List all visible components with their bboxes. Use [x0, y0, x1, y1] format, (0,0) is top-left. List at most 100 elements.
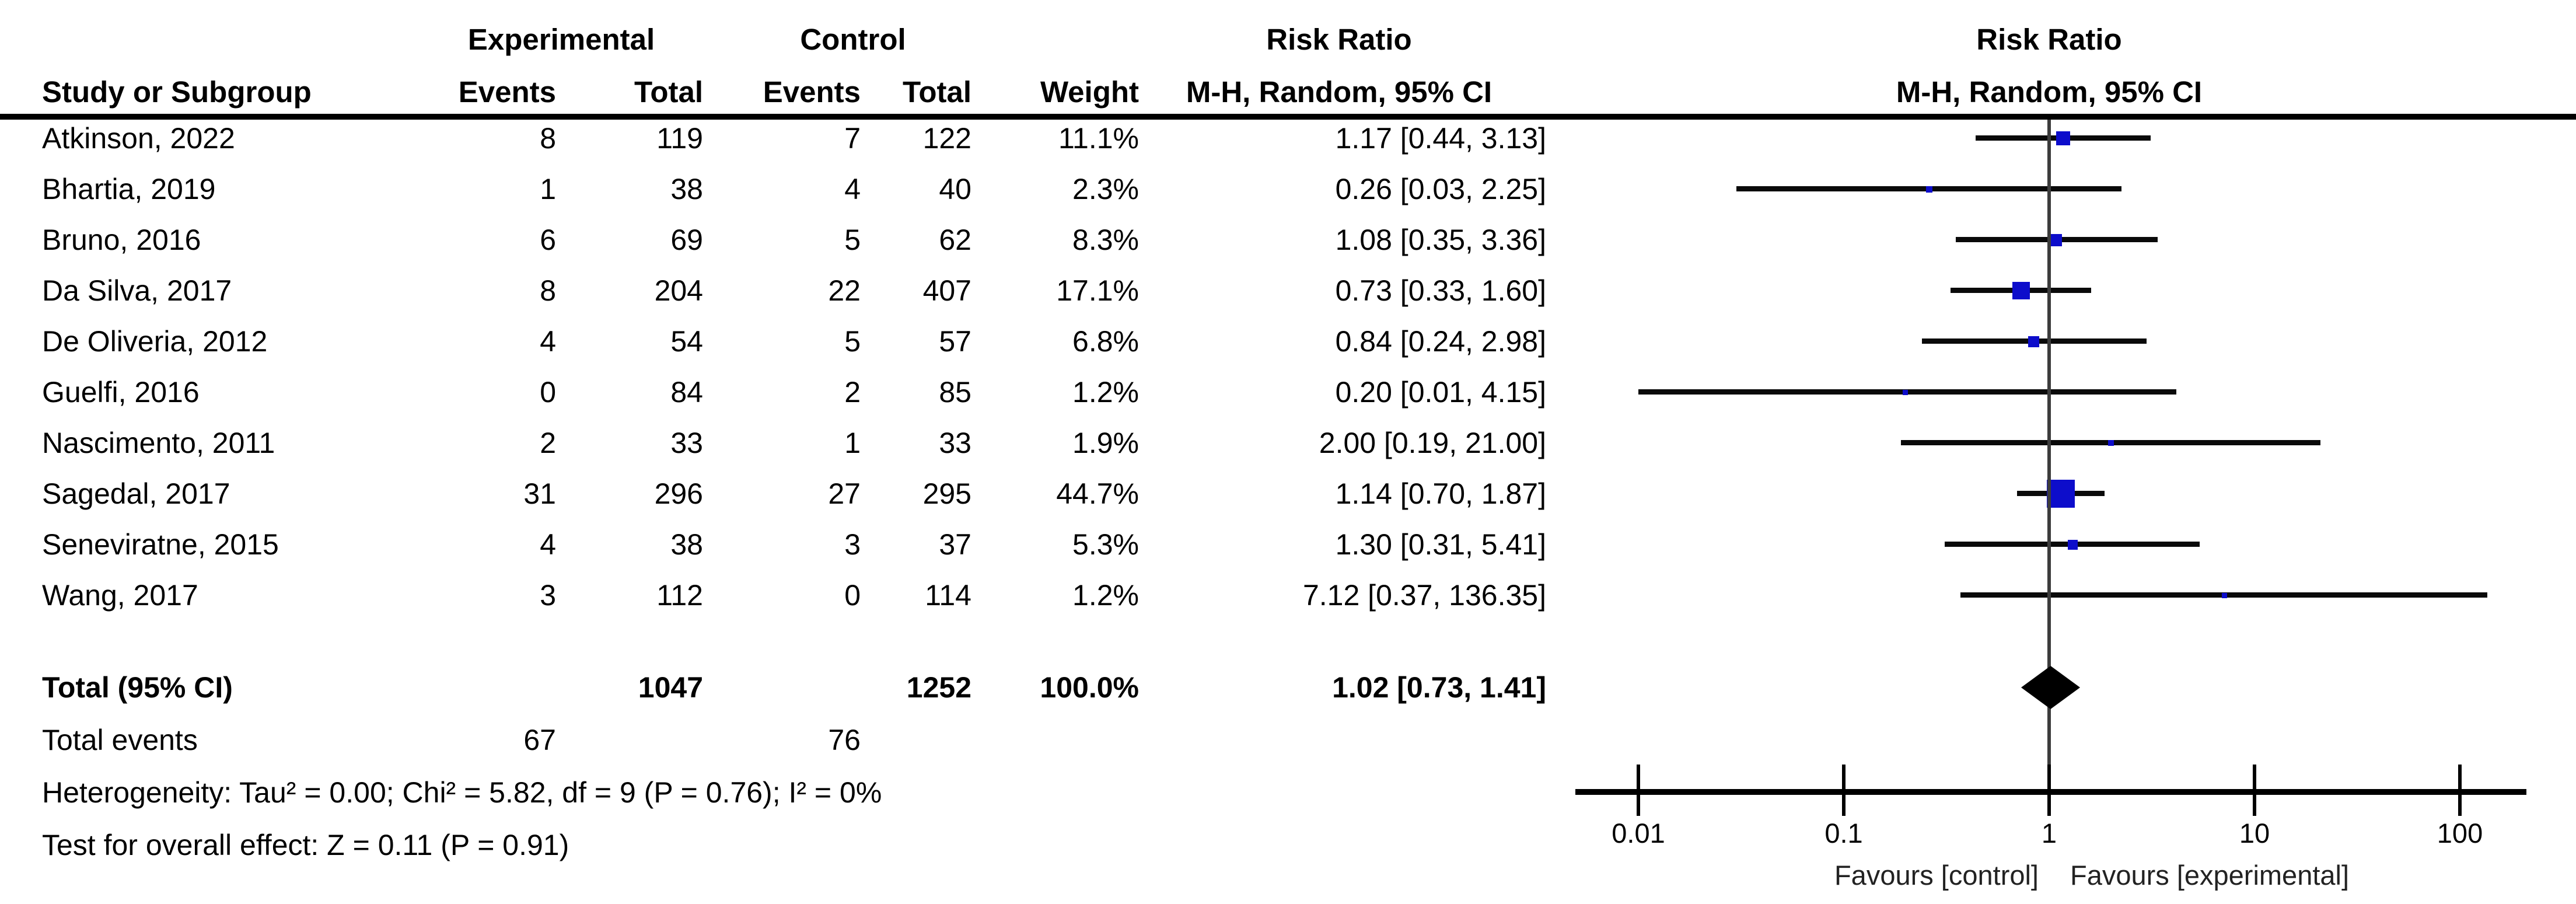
cell-total-experimental: 69 — [670, 224, 703, 256]
axis-tick-label: 0.01 — [1612, 818, 1665, 849]
cell-events-experimental: 2 — [540, 427, 556, 459]
cell-events-experimental: 8 — [540, 122, 556, 155]
cell-total-control: 114 — [925, 579, 971, 612]
cell-risk-ratio-ci: 0.20 [0.01, 4.15] — [1335, 376, 1546, 409]
cell-weight: 44.7% — [1056, 477, 1139, 510]
axis-tick — [1637, 765, 1640, 816]
effect-marker — [2028, 336, 2039, 347]
cell-risk-ratio-ci: 0.26 [0.03, 2.25] — [1335, 173, 1546, 205]
cell-weight: 1.2% — [1072, 579, 1139, 612]
header-rule — [0, 114, 2576, 120]
column-header-mh-random-text: M-H, Random, 95% CI — [1186, 75, 1493, 109]
cell-total-experimental: 54 — [670, 325, 703, 358]
cell-events-experimental: 8 — [540, 274, 556, 307]
cell-events-control: 22 — [828, 274, 861, 307]
cell-events-experimental: 0 — [540, 376, 556, 409]
x-axis-line — [1575, 789, 2526, 795]
axis-tick — [2253, 765, 2256, 816]
group-header-control: Control — [800, 23, 906, 56]
effect-marker — [2068, 540, 2078, 550]
study-name: Atkinson, 2022 — [42, 122, 235, 155]
cell-events-experimental: 4 — [540, 325, 556, 358]
cell-total-control: 407 — [922, 274, 971, 307]
study-name: Nascimento, 2011 — [42, 427, 275, 459]
effect-marker — [1926, 186, 1932, 193]
study-name: Da Silva, 2017 — [42, 274, 232, 307]
cell-total-experimental: 112 — [656, 579, 703, 612]
axis-tick-label: 10 — [2239, 818, 2270, 849]
null-effect-line — [2047, 120, 2051, 815]
cell-weight: 2.3% — [1072, 173, 1139, 205]
cell-events-control: 0 — [844, 579, 861, 612]
study-name: Seneviratne, 2015 — [42, 528, 279, 561]
study-name: Bruno, 2016 — [42, 224, 201, 256]
column-header-study: Study or Subgroup — [42, 75, 312, 109]
axis-tick-label: 100 — [2437, 818, 2483, 849]
cell-events-control: 4 — [844, 173, 861, 205]
total-row-label: Total (95% CI) — [42, 671, 233, 704]
cell-total-experimental: 84 — [670, 376, 703, 409]
cell-total-experimental: 296 — [654, 477, 703, 510]
group-header-risk-ratio-text: Risk Ratio — [1266, 23, 1412, 56]
effect-marker — [1903, 390, 1908, 395]
cell-total-control: 33 — [939, 427, 971, 459]
overall-effect-text: Test for overall effect: Z = 0.11 (P = 0… — [42, 829, 569, 861]
favours-left-label: Favours [control] — [1834, 860, 2039, 891]
effect-marker — [2222, 593, 2227, 598]
effect-marker — [2056, 131, 2070, 145]
axis-tick — [2047, 765, 2051, 816]
cell-events-control: 1 — [844, 427, 861, 459]
total-ci-label: 1.02 [0.73, 1.41] — [1332, 671, 1546, 704]
cell-weight: 6.8% — [1072, 325, 1139, 358]
cell-total-control: 122 — [922, 122, 971, 155]
cell-total-control: 57 — [939, 325, 971, 358]
cell-total-experimental: 38 — [670, 173, 703, 205]
cell-risk-ratio-ci: 1.17 [0.44, 3.13] — [1335, 122, 1546, 155]
axis-tick-label: 0.1 — [1824, 818, 1863, 849]
cell-total-experimental: 204 — [654, 274, 703, 307]
cell-events-experimental: 3 — [540, 579, 556, 612]
cell-events-control: 27 — [828, 477, 861, 510]
cell-risk-ratio-ci: 0.84 [0.24, 2.98] — [1335, 325, 1546, 358]
effect-marker — [2108, 440, 2114, 446]
column-header-mh-random-plot: M-H, Random, 95% CI — [1896, 75, 2203, 109]
column-header-total-experimental: Total — [634, 75, 703, 109]
cell-risk-ratio-ci: 7.12 [0.37, 136.35] — [1302, 579, 1546, 612]
total-weight: 100.0% — [1040, 671, 1139, 704]
cell-risk-ratio-ci: 1.30 [0.31, 5.41] — [1335, 528, 1546, 561]
cell-total-control: 37 — [939, 528, 971, 561]
axis-tick — [2458, 765, 2462, 816]
cell-risk-ratio-ci: 1.14 [0.70, 1.87] — [1335, 477, 1546, 510]
effect-marker — [2012, 282, 2030, 299]
cell-total-experimental: 119 — [656, 122, 703, 155]
cell-weight: 1.2% — [1072, 376, 1139, 409]
column-header-weight: Weight — [1040, 75, 1139, 109]
favours-right-label: Favours [experimental] — [2070, 860, 2350, 891]
cell-events-control: 3 — [844, 528, 861, 561]
column-header-events-experimental: Events — [458, 75, 556, 109]
cell-events-control: 7 — [844, 122, 861, 155]
total-experimental-n: 1047 — [638, 671, 703, 704]
cell-weight: 5.3% — [1072, 528, 1139, 561]
cell-weight: 11.1% — [1058, 122, 1139, 155]
study-name: Bhartia, 2019 — [42, 173, 216, 205]
total-events-control: 76 — [828, 724, 861, 756]
axis-tick-label: 1 — [2041, 818, 2057, 849]
effect-marker — [2050, 234, 2062, 246]
study-name: Guelfi, 2016 — [42, 376, 200, 409]
study-name: Sagedal, 2017 — [42, 477, 230, 510]
cell-weight: 17.1% — [1056, 274, 1139, 307]
cell-weight: 8.3% — [1072, 224, 1139, 256]
cell-events-experimental: 6 — [540, 224, 556, 256]
cell-events-experimental: 31 — [523, 477, 556, 510]
column-header-total-control: Total — [902, 75, 971, 109]
cell-total-experimental: 38 — [670, 528, 703, 561]
cell-events-experimental: 4 — [540, 528, 556, 561]
total-events-experimental: 67 — [523, 724, 556, 756]
column-header-events-control: Events — [763, 75, 861, 109]
cell-events-control: 5 — [844, 325, 861, 358]
cell-risk-ratio-ci: 1.08 [0.35, 3.36] — [1335, 224, 1546, 256]
cell-total-control: 295 — [922, 477, 971, 510]
cell-events-control: 2 — [844, 376, 861, 409]
